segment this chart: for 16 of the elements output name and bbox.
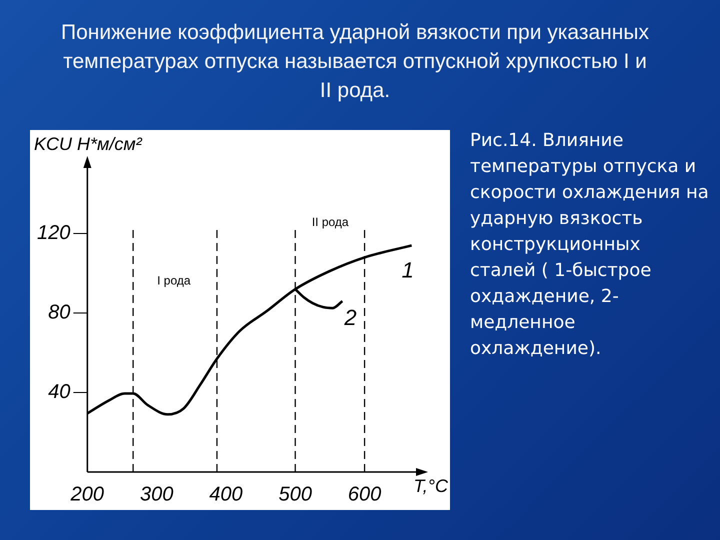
x-tick-label: 500 xyxy=(278,484,312,506)
x-tick-label: 600 xyxy=(348,484,382,506)
annotation: II рода xyxy=(312,214,349,229)
y-axis-title: KCU Н*м/см² xyxy=(34,134,143,154)
x-tick-label: 200 xyxy=(70,484,104,506)
annotation: I рода xyxy=(157,273,191,288)
x-tick-label: 400 xyxy=(209,484,243,506)
series-label: 1 xyxy=(402,258,414,283)
series-label: 2 xyxy=(343,305,357,330)
x-axis-title: T,°C xyxy=(413,476,449,496)
chart-title: Понижение коэффициента ударной вязкости при указанных температурах отпуска называется отпускной хрупкостью I и II рода. xyxy=(60,20,650,104)
y-tick-label: 120 xyxy=(36,222,70,244)
text: Рис.14. Влияние температуры отпуска и скорости охлаждения на ударную вязкость конструкционных сталей ( 1-быстрое охдаждение, 2-медленное охлаждение). xyxy=(470,130,709,359)
y-tick-label: 40 xyxy=(48,381,70,404)
x-tick-label: 300 xyxy=(140,484,174,506)
y-tick-label: 80 xyxy=(48,302,70,324)
